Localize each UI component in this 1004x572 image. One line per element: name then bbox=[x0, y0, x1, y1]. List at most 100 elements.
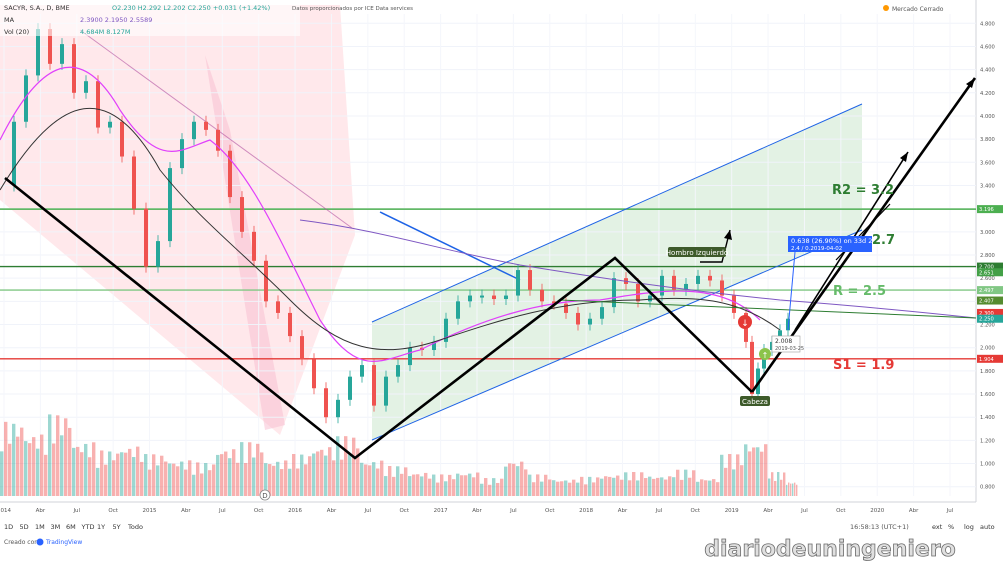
volume-bar bbox=[352, 437, 356, 496]
candle-body bbox=[360, 365, 364, 377]
candle-body bbox=[288, 312, 292, 337]
volume-bar bbox=[228, 458, 232, 496]
dividend-icon[interactable] bbox=[259, 489, 271, 501]
volume-bar bbox=[404, 467, 408, 496]
downtrend-line bbox=[79, 29, 353, 229]
axis-option-button[interactable]: % bbox=[948, 523, 954, 531]
candle-body bbox=[120, 121, 124, 157]
volume-bar bbox=[440, 474, 444, 496]
volume-label[interactable]: Vol (20) bbox=[4, 28, 29, 36]
volume-bar bbox=[652, 478, 656, 496]
market-status-icon bbox=[883, 5, 889, 11]
candle-body bbox=[552, 301, 556, 304]
volume-bar bbox=[220, 454, 224, 496]
candle-body bbox=[564, 303, 568, 313]
volume-bar bbox=[364, 464, 368, 496]
x-tick-label: Jul bbox=[72, 508, 80, 514]
axis-option-button[interactable]: ext bbox=[932, 523, 943, 531]
candle-body bbox=[96, 81, 100, 128]
volume-bar bbox=[572, 479, 576, 496]
y-tick-label: 2.200 bbox=[980, 323, 995, 329]
volume-bar bbox=[312, 453, 316, 496]
x-tick-label: Oct bbox=[399, 508, 409, 514]
range-button[interactable]: 1Y bbox=[97, 523, 105, 531]
price-tag-label: 2.250 bbox=[979, 317, 994, 323]
volume-bar bbox=[604, 476, 608, 496]
volume-bar bbox=[356, 448, 360, 496]
volume-bar bbox=[416, 474, 420, 496]
range-button[interactable]: YTD bbox=[81, 523, 95, 531]
volume-bar bbox=[480, 483, 484, 496]
r2-annotation: R2 = 3.2 bbox=[832, 183, 894, 198]
volume-bar bbox=[408, 476, 412, 496]
arrow-head-3 bbox=[724, 230, 732, 240]
range-button[interactable]: 1D bbox=[4, 523, 13, 531]
volume-bar bbox=[636, 480, 640, 496]
utc-time: 16:58:13 (UTC+1) bbox=[850, 523, 909, 531]
x-tick-label: Jul bbox=[946, 508, 954, 514]
volume-bar bbox=[412, 474, 416, 496]
sell-signal-icon[interactable] bbox=[738, 315, 752, 329]
volume-bar bbox=[304, 464, 308, 496]
axis-option-button[interactable]: log bbox=[964, 523, 974, 531]
volume-bar bbox=[600, 478, 604, 496]
range-button[interactable]: 3M bbox=[51, 523, 61, 531]
range-button[interactable]: 5Y bbox=[113, 523, 121, 531]
price-tag-box bbox=[977, 286, 1003, 295]
axis-option-button[interactable]: auto bbox=[980, 523, 995, 531]
y-tick-label: 3.400 bbox=[980, 183, 995, 189]
y-tick-label: 3.000 bbox=[980, 230, 995, 236]
candle-body bbox=[720, 280, 724, 296]
range-button[interactable]: 1M bbox=[35, 523, 45, 531]
volume-bar bbox=[368, 465, 372, 496]
shoulder-arrow bbox=[700, 229, 731, 263]
range-button[interactable]: 6M bbox=[66, 523, 76, 531]
volume-bar bbox=[612, 477, 616, 496]
volume-bar bbox=[568, 482, 572, 496]
volume-bar bbox=[724, 467, 728, 496]
volume-bar bbox=[252, 457, 256, 496]
volume-bar bbox=[774, 480, 777, 496]
price-tag-label: 3.196 bbox=[979, 207, 994, 213]
s1-annotation: S1 = 1.9 bbox=[833, 358, 894, 373]
volume-bar bbox=[716, 482, 720, 496]
volume-bar bbox=[786, 484, 788, 496]
buy-signal-icon[interactable] bbox=[759, 348, 771, 360]
volume-bar bbox=[628, 480, 632, 496]
x-tick-label: Jul bbox=[218, 508, 226, 514]
x-tick-label: Abr bbox=[472, 508, 482, 514]
volume-bar bbox=[384, 476, 388, 496]
price-axis[interactable] bbox=[976, 0, 1004, 502]
ma-label[interactable]: MA bbox=[4, 16, 15, 24]
volume-bar bbox=[88, 457, 92, 496]
volume-bar bbox=[44, 454, 48, 496]
volume-bar bbox=[176, 466, 180, 496]
volume-bar bbox=[668, 476, 672, 496]
candle-body bbox=[696, 275, 700, 284]
symbol-label[interactable]: SACYR, S.A., D, BME bbox=[4, 4, 70, 12]
volume-bar bbox=[80, 452, 84, 496]
volume-bar bbox=[616, 475, 620, 496]
volume-bar bbox=[0, 451, 4, 496]
range-button[interactable]: 5D bbox=[20, 523, 29, 531]
volume-bar bbox=[424, 472, 428, 496]
volume-bar bbox=[576, 482, 580, 496]
volume-bar bbox=[184, 469, 188, 496]
buy-signal-glyph: ↑ bbox=[762, 351, 769, 360]
bullish-channel-zone bbox=[372, 104, 862, 440]
volume-bar bbox=[640, 472, 644, 496]
volume-bar bbox=[620, 479, 624, 496]
volume-bar bbox=[212, 464, 216, 496]
range-button[interactable]: Todo bbox=[127, 523, 143, 531]
hover-value: 2.008 bbox=[775, 338, 792, 345]
volume-bar bbox=[300, 454, 304, 496]
tradingview-brand[interactable]: TradingView bbox=[45, 539, 82, 546]
volume-bar bbox=[400, 473, 404, 496]
x-tick-label: Abr bbox=[763, 508, 773, 514]
volume-bar bbox=[756, 447, 760, 496]
volume-values: 4.684M 8.127M bbox=[80, 28, 131, 36]
x-tick-label: Abr bbox=[618, 508, 628, 514]
volume-bar bbox=[204, 463, 208, 496]
